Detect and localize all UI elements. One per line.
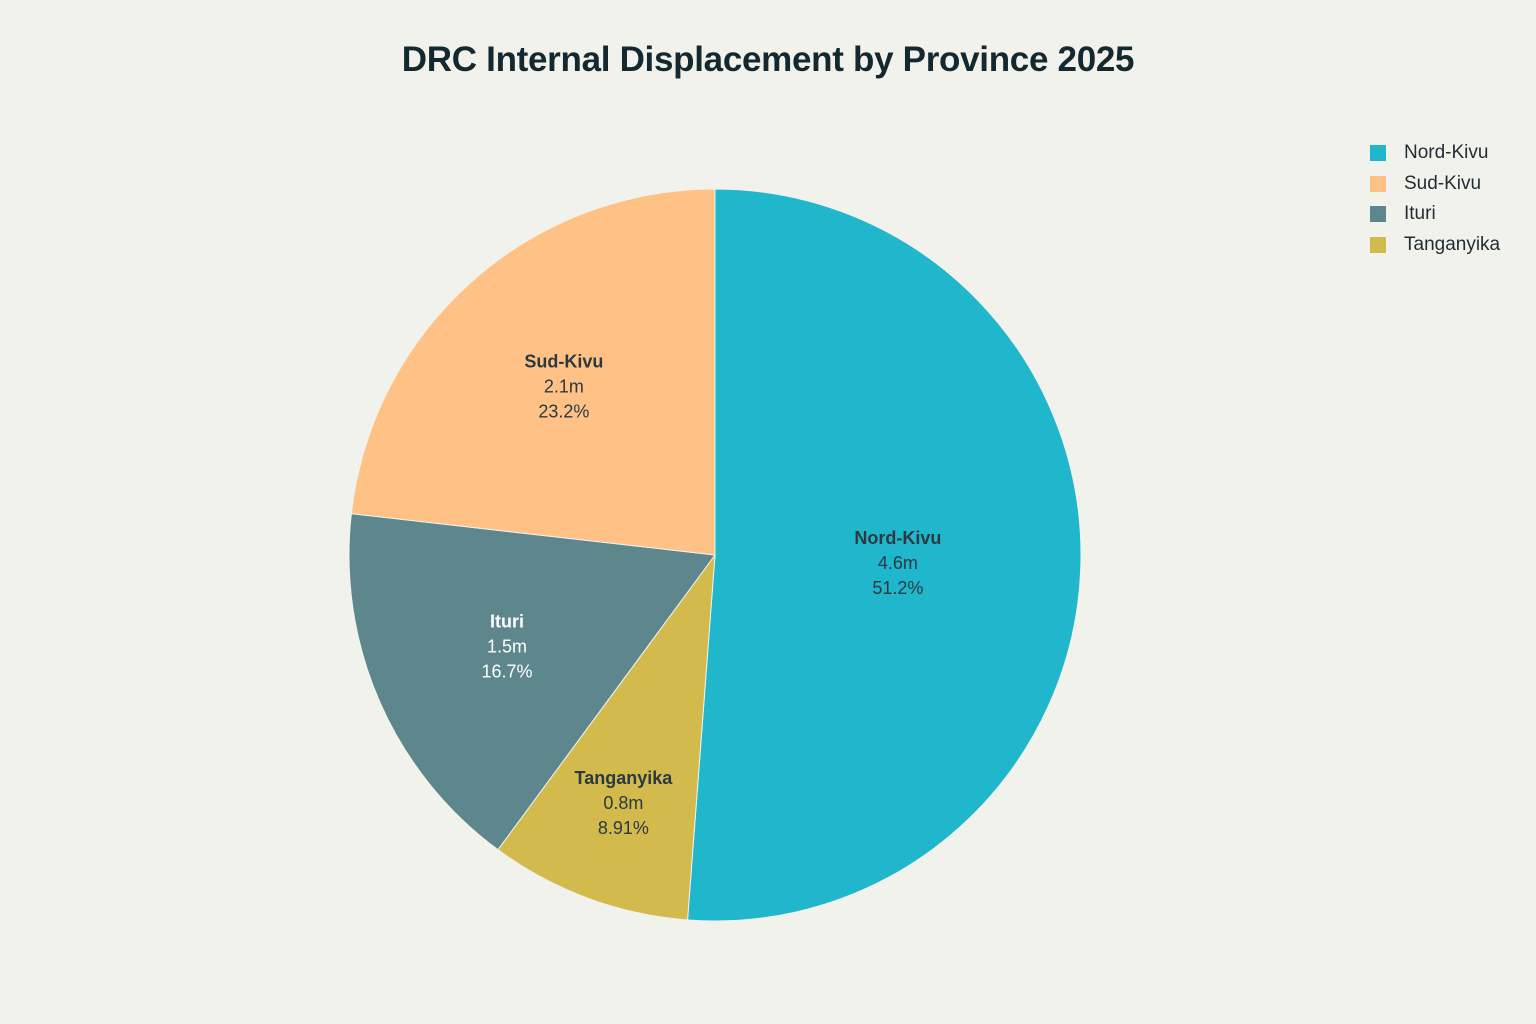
legend: Nord-Kivu Sud-Kivu Ituri Tanganyika — [1370, 138, 1500, 260]
pie-slice-sud-kivu[interactable] — [350, 188, 716, 556]
legend-label: Tanganyika — [1404, 233, 1501, 255]
legend-label: Sud-Kivu — [1404, 172, 1482, 194]
slice-label-nord-kivu: Nord-Kivu 4.6m 51.2% — [854, 528, 941, 598]
legend-swatch-tanganyika — [1370, 236, 1386, 253]
legend-item-ituri[interactable]: Ituri — [1370, 199, 1500, 230]
slice-label-tanganyika: Tanganyika 0.8m 8.91% — [575, 768, 674, 838]
legend-label: Nord-Kivu — [1404, 142, 1489, 164]
legend-item-tanganyika[interactable]: Tanganyika — [1370, 230, 1500, 261]
legend-item-nord-kivu[interactable]: Nord-Kivu — [1370, 138, 1500, 169]
legend-label: Ituri — [1404, 203, 1436, 225]
pie-slice-tanganyika[interactable] — [497, 553, 716, 921]
legend-item-sud-kivu[interactable]: Sud-Kivu — [1370, 169, 1500, 200]
pie-slice-ituri[interactable] — [348, 513, 716, 851]
legend-swatch-ituri — [1370, 206, 1386, 223]
chart-title: DRC Internal Displacement by Province 20… — [401, 40, 1135, 79]
legend-swatch-sud-kivu — [1370, 175, 1386, 192]
slice-label-sud-kivu: Sud-Kivu 2.1m 23.2% — [524, 352, 603, 422]
pie-slice-nord-kivu[interactable] — [687, 188, 1082, 922]
slice-label-ituri: Ituri 1.5m 16.7% — [481, 612, 532, 682]
legend-swatch-nord-kivu — [1370, 145, 1386, 162]
